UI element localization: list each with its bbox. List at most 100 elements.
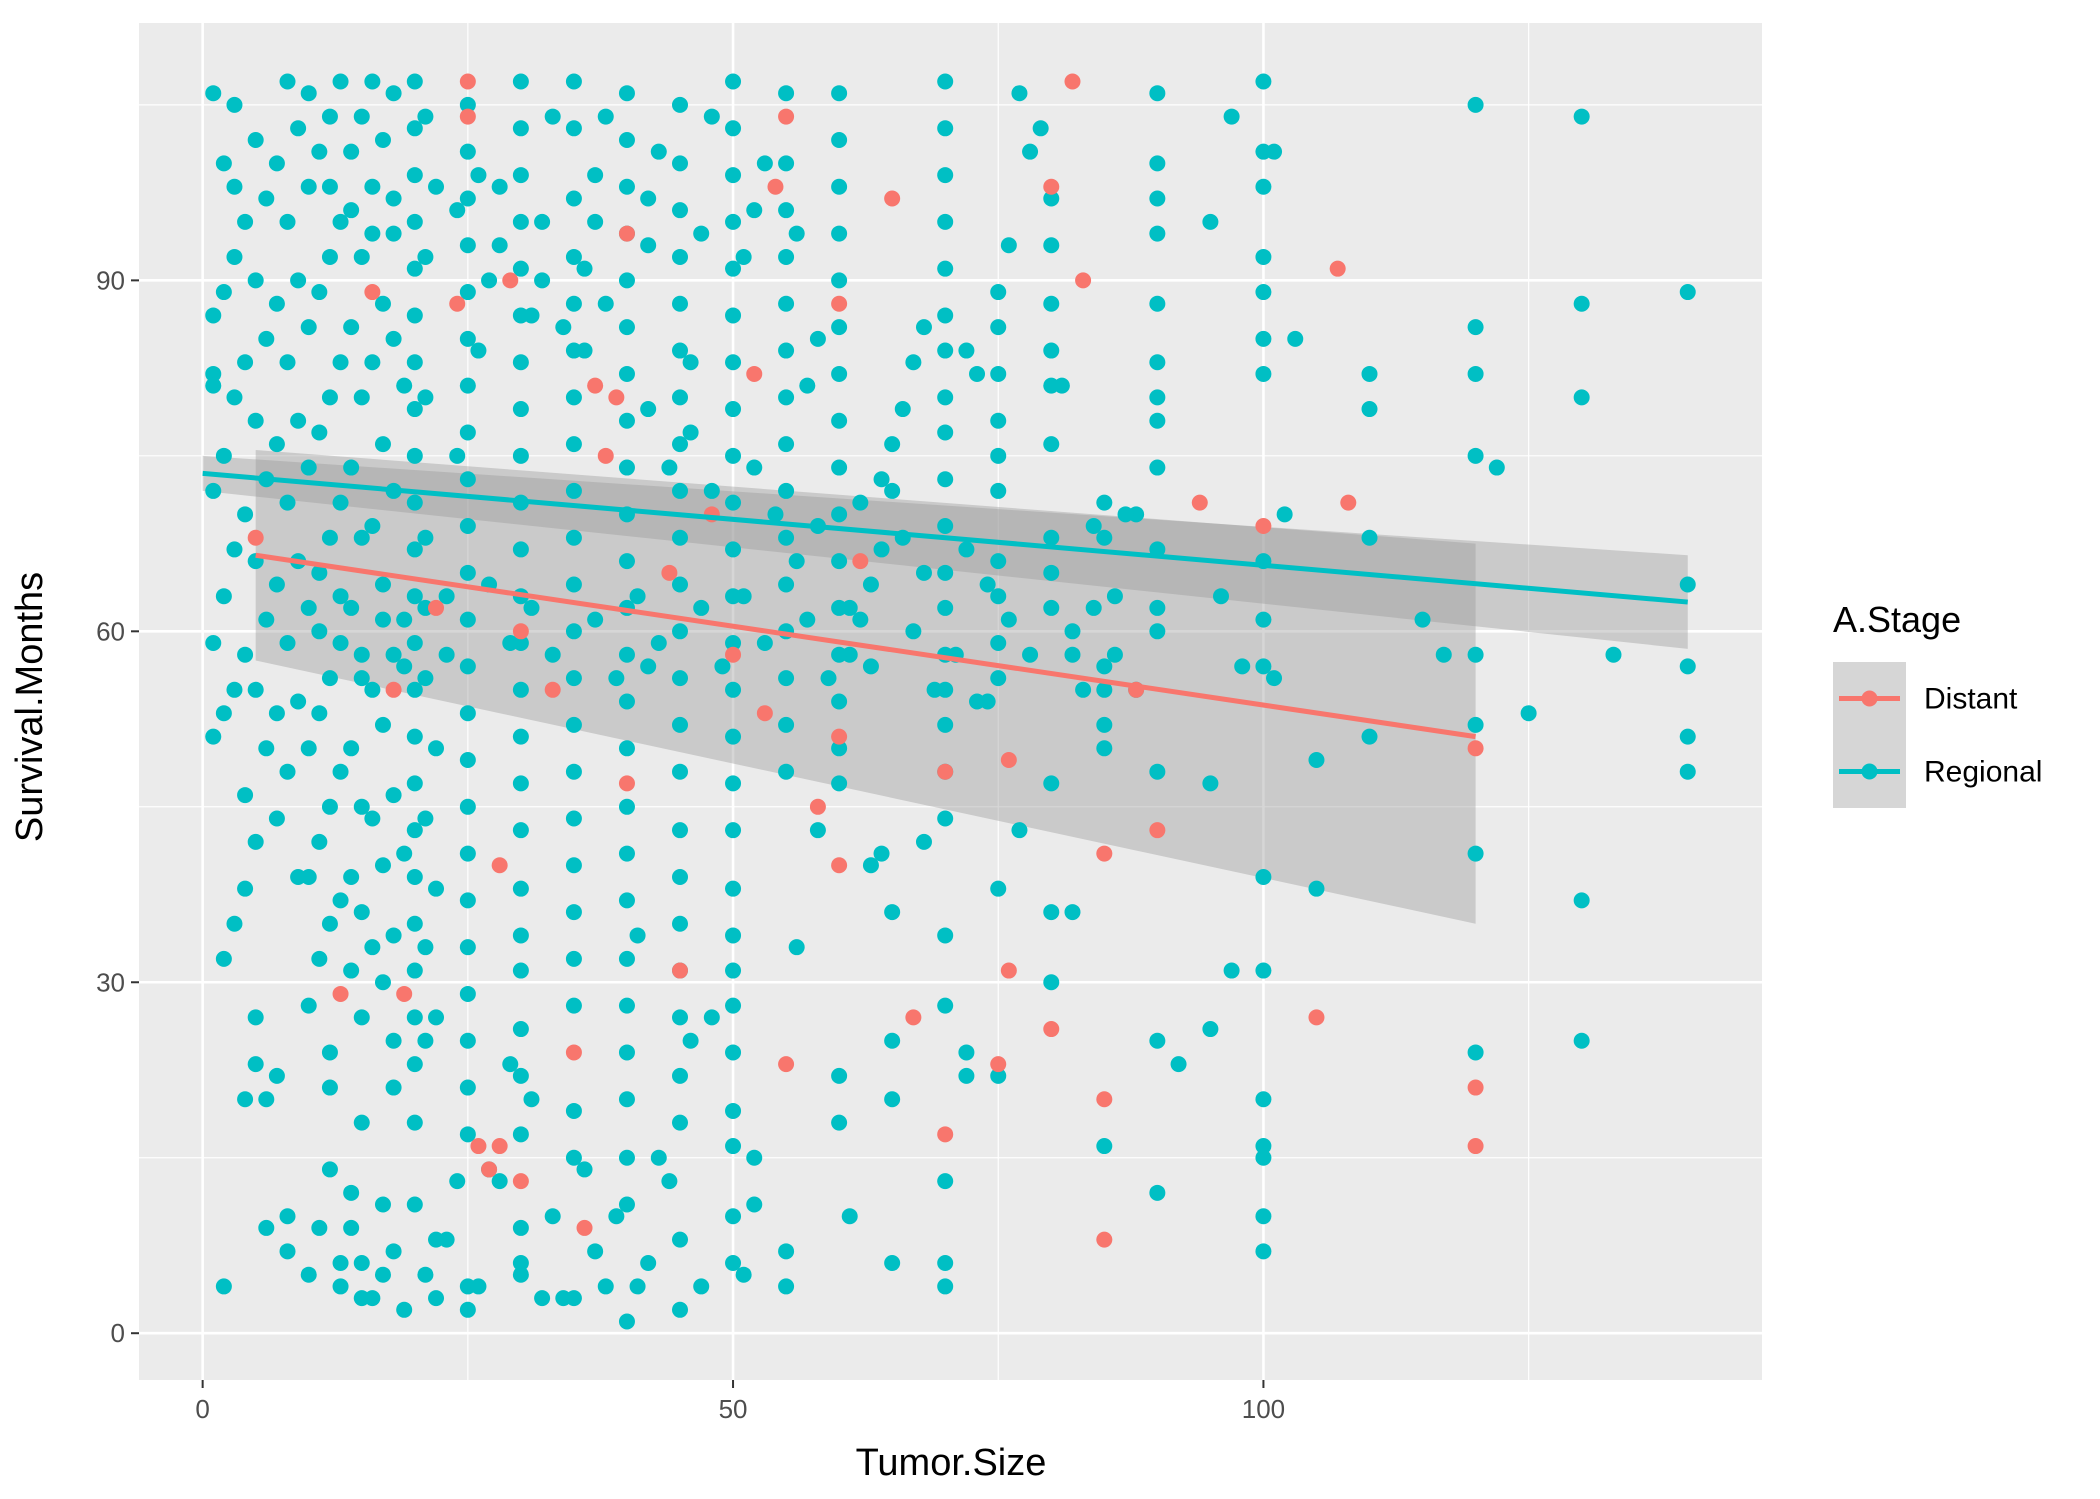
point-regional <box>1415 612 1431 628</box>
point-regional <box>958 343 974 359</box>
point-regional <box>863 577 879 593</box>
point-regional <box>1308 881 1324 897</box>
point-regional <box>895 401 911 417</box>
point-regional <box>672 202 688 218</box>
point-regional <box>683 424 699 440</box>
point-distant <box>386 682 402 698</box>
point-regional <box>375 1197 391 1213</box>
legend-key-point <box>1862 691 1878 707</box>
point-regional <box>725 998 741 1014</box>
point-regional <box>1086 518 1102 534</box>
point-regional <box>322 1080 338 1096</box>
point-regional <box>725 881 741 897</box>
point-regional <box>248 272 264 288</box>
point-regional <box>407 214 423 230</box>
point-regional <box>619 892 635 908</box>
point-regional <box>831 366 847 382</box>
point-regional <box>566 249 582 265</box>
point-regional <box>269 705 285 721</box>
point-regional <box>566 1103 582 1119</box>
point-regional <box>354 389 370 405</box>
point-regional <box>1149 389 1165 405</box>
legend-label-regional: Regional <box>1924 756 2042 789</box>
point-distant <box>460 109 476 125</box>
point-regional <box>1255 1150 1271 1166</box>
point-regional <box>842 1208 858 1224</box>
point-regional <box>492 179 508 195</box>
legend-key-point <box>1862 764 1878 780</box>
point-regional <box>396 846 412 862</box>
point-regional <box>460 331 476 347</box>
point-regional <box>375 612 391 628</box>
point-regional <box>566 670 582 686</box>
point-regional <box>375 577 391 593</box>
point-regional <box>492 237 508 253</box>
point-distant <box>481 1161 497 1177</box>
point-regional <box>937 214 953 230</box>
point-regional <box>704 483 720 499</box>
point-regional <box>460 752 476 768</box>
point-regional <box>1202 1021 1218 1037</box>
point-regional <box>386 1243 402 1259</box>
point-regional <box>778 1278 794 1294</box>
point-distant <box>333 986 349 1002</box>
point-regional <box>513 73 529 89</box>
point-regional <box>619 1044 635 1060</box>
point-regional <box>1489 460 1505 476</box>
point-regional <box>1149 85 1165 101</box>
point-regional <box>725 682 741 698</box>
point-regional <box>990 881 1006 897</box>
point-regional <box>1107 647 1123 663</box>
point-regional <box>258 1091 274 1107</box>
point-regional <box>1468 448 1484 464</box>
point-regional <box>407 167 423 183</box>
point-regional <box>1362 530 1378 546</box>
point-regional <box>322 389 338 405</box>
x-tick-label: 0 <box>195 1394 209 1424</box>
point-distant <box>364 284 380 300</box>
point-regional <box>566 764 582 780</box>
point-regional <box>725 1138 741 1154</box>
point-regional <box>1362 366 1378 382</box>
point-regional <box>248 1009 264 1025</box>
point-regional <box>566 73 582 89</box>
point-regional <box>661 460 677 476</box>
point-regional <box>725 963 741 979</box>
point-regional <box>1149 600 1165 616</box>
point-regional <box>704 109 720 125</box>
point-regional <box>1149 1033 1165 1049</box>
point-regional <box>226 916 242 932</box>
point-regional <box>1255 1243 1271 1259</box>
y-tick-label: 0 <box>111 1318 125 1348</box>
point-regional <box>248 132 264 148</box>
point-distant <box>608 389 624 405</box>
point-regional <box>396 658 412 674</box>
point-regional <box>566 1150 582 1166</box>
y-tick-label: 90 <box>96 265 125 295</box>
point-distant <box>619 775 635 791</box>
point-regional <box>1521 705 1537 721</box>
point-regional <box>672 623 688 639</box>
point-regional <box>619 694 635 710</box>
point-regional <box>1362 729 1378 745</box>
point-regional <box>449 448 465 464</box>
point-regional <box>863 658 879 674</box>
point-regional <box>937 307 953 323</box>
point-regional <box>407 1009 423 1025</box>
point-regional <box>513 448 529 464</box>
point-regional <box>640 401 656 417</box>
point-regional <box>428 740 444 756</box>
point-regional <box>216 155 232 171</box>
point-regional <box>937 73 953 89</box>
point-regional <box>258 331 274 347</box>
point-regional <box>1224 109 1240 125</box>
point-regional <box>1255 963 1271 979</box>
point-regional <box>619 413 635 429</box>
x-axis-title: Tumor.Size <box>856 1442 1047 1484</box>
point-regional <box>683 1033 699 1049</box>
point-regional <box>1149 155 1165 171</box>
point-regional <box>226 389 242 405</box>
point-regional <box>1287 331 1303 347</box>
point-regional <box>1001 612 1017 628</box>
point-regional <box>333 354 349 370</box>
